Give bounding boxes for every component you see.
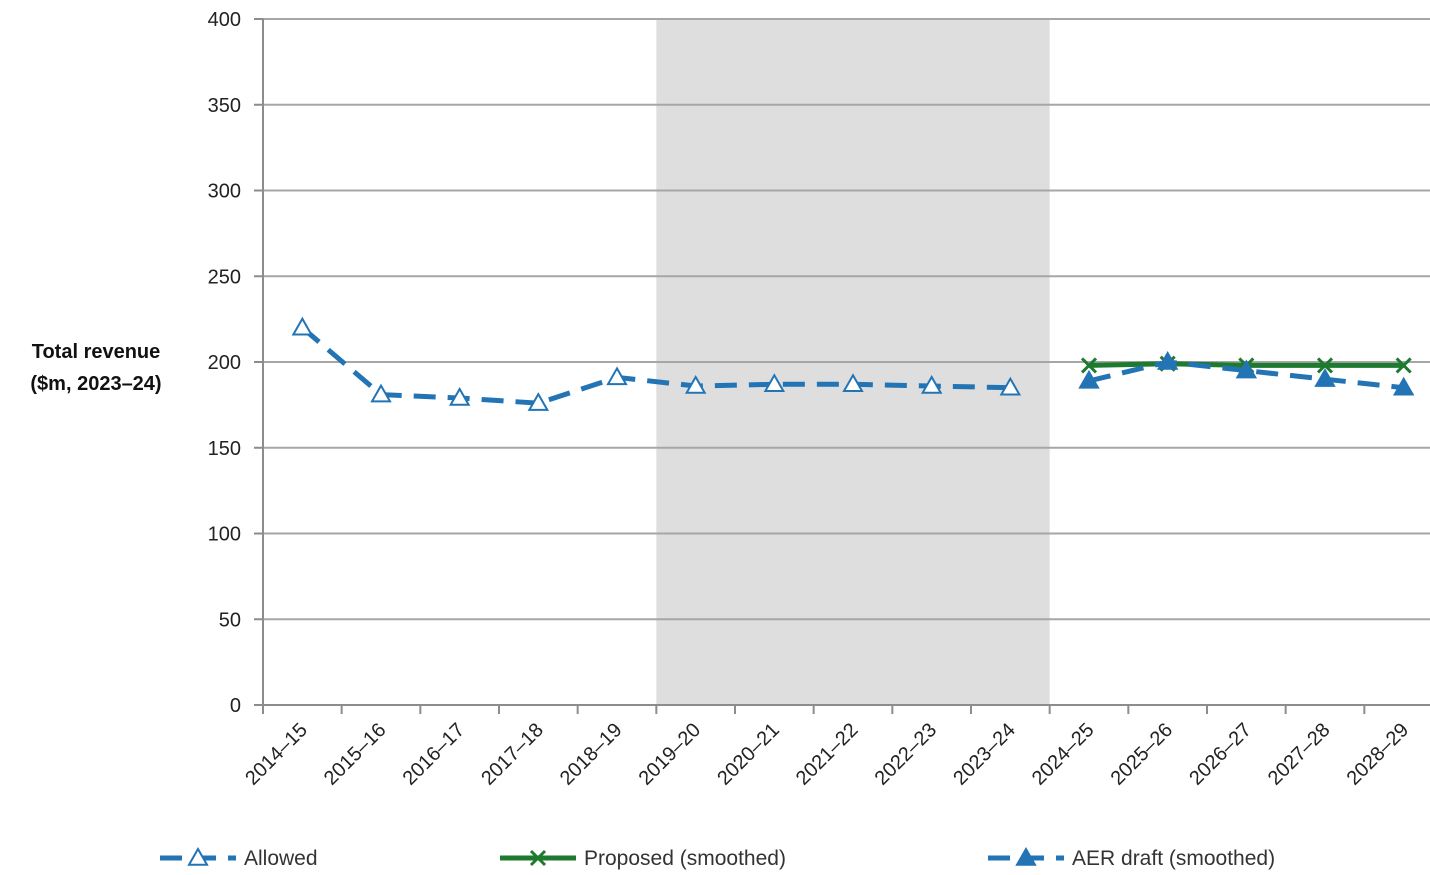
- data-point: [920, 374, 943, 394]
- data-point: [1078, 369, 1100, 389]
- marker-shape: [1015, 846, 1037, 866]
- x-tick-label: 2014–15: [241, 719, 312, 790]
- marker-shape: [529, 849, 547, 867]
- marker-shape: [187, 846, 209, 866]
- y-axis-label-line: Total revenue: [32, 341, 161, 363]
- legend-swatch-marker: [529, 849, 547, 867]
- x-tick-label: 2019–20: [635, 719, 706, 790]
- series-line: [1088, 359, 1404, 391]
- marker-shape: [527, 392, 550, 411]
- legend-item: Allowed: [160, 846, 318, 870]
- marker-shape: [370, 383, 392, 403]
- data-point: [999, 376, 1022, 396]
- marker-shape: [763, 373, 786, 393]
- x-tick-label: 2025–26: [1107, 719, 1178, 790]
- data-point: [684, 374, 707, 394]
- x-tick-label: 2018–19: [556, 719, 627, 790]
- marker-shape: [999, 376, 1022, 396]
- x-tick-label: 2026–27: [1185, 719, 1256, 790]
- marker-shape: [920, 374, 943, 394]
- series-allowed: [291, 316, 1022, 411]
- data-point: [370, 383, 392, 403]
- data-point: [448, 386, 471, 406]
- x-tick-label: 2017–18: [477, 719, 548, 790]
- x-tick-label: 2028–29: [1343, 719, 1414, 790]
- legend-swatch-marker: [1015, 846, 1037, 866]
- series-aer-draft-smoothed: [1078, 350, 1415, 396]
- y-tick-label: 150: [208, 438, 241, 460]
- y-tick-label: 50: [219, 609, 241, 631]
- data-point: [291, 316, 314, 336]
- data-point: [1314, 368, 1336, 387]
- marker-shape: [1078, 369, 1100, 389]
- data-point: [1080, 357, 1098, 374]
- x-tick-label: 2027–28: [1264, 719, 1335, 790]
- x-tick-label: 2022–23: [871, 719, 942, 790]
- data-point: [1156, 350, 1179, 370]
- x-tick-label: 2023–24: [949, 719, 1020, 790]
- marker-shape: [291, 316, 314, 336]
- legend-label: Allowed: [244, 847, 318, 870]
- x-tick-label: 2021–22: [792, 719, 863, 790]
- marker-shape: [1395, 357, 1412, 374]
- y-tick-label: 0: [230, 695, 241, 717]
- marker-shape: [1314, 368, 1336, 387]
- marker-shape: [842, 373, 864, 393]
- data-point: [527, 392, 550, 411]
- marker-shape: [684, 374, 707, 394]
- series-line: [300, 325, 1011, 406]
- data-point: [1316, 357, 1334, 374]
- data-point: [842, 373, 864, 393]
- data-point: [606, 366, 628, 386]
- x-tick-label: 2020–21: [713, 719, 784, 790]
- legend-label: Proposed (smoothed): [584, 847, 786, 870]
- y-tick-label: 350: [208, 95, 241, 117]
- y-axis-label: Total revenue ($m, 2023–24): [30, 341, 161, 395]
- x-tick-label: 2016–17: [399, 719, 470, 790]
- marker-shape: [1156, 350, 1179, 370]
- legend-label: AER draft (smoothed): [1072, 847, 1275, 870]
- legend-swatch-marker: [187, 846, 209, 866]
- marker-shape: [448, 386, 471, 406]
- data-point: [1395, 357, 1412, 374]
- legend-item: Proposed (smoothed): [500, 847, 786, 870]
- x-tick-label: 2024–25: [1028, 719, 1099, 790]
- y-tick-label: 400: [208, 9, 241, 31]
- data-point: [1392, 376, 1415, 396]
- y-tick-label: 250: [208, 266, 241, 288]
- marker-shape: [606, 366, 628, 386]
- x-tick-label: 2015–16: [320, 719, 391, 790]
- legend-item: AER draft (smoothed): [988, 846, 1275, 870]
- marker-shape: [1080, 357, 1098, 374]
- data-point: [1235, 359, 1258, 379]
- marker-shape: [1316, 357, 1334, 374]
- y-tick-label: 100: [208, 524, 241, 546]
- y-axis-label-line: ($m, 2023–24): [30, 373, 161, 395]
- y-tick-label: 200: [208, 352, 241, 374]
- y-tick-label: 300: [208, 181, 241, 203]
- data-point: [763, 373, 786, 393]
- marker-shape: [1392, 376, 1415, 396]
- marker-shape: [1235, 359, 1258, 379]
